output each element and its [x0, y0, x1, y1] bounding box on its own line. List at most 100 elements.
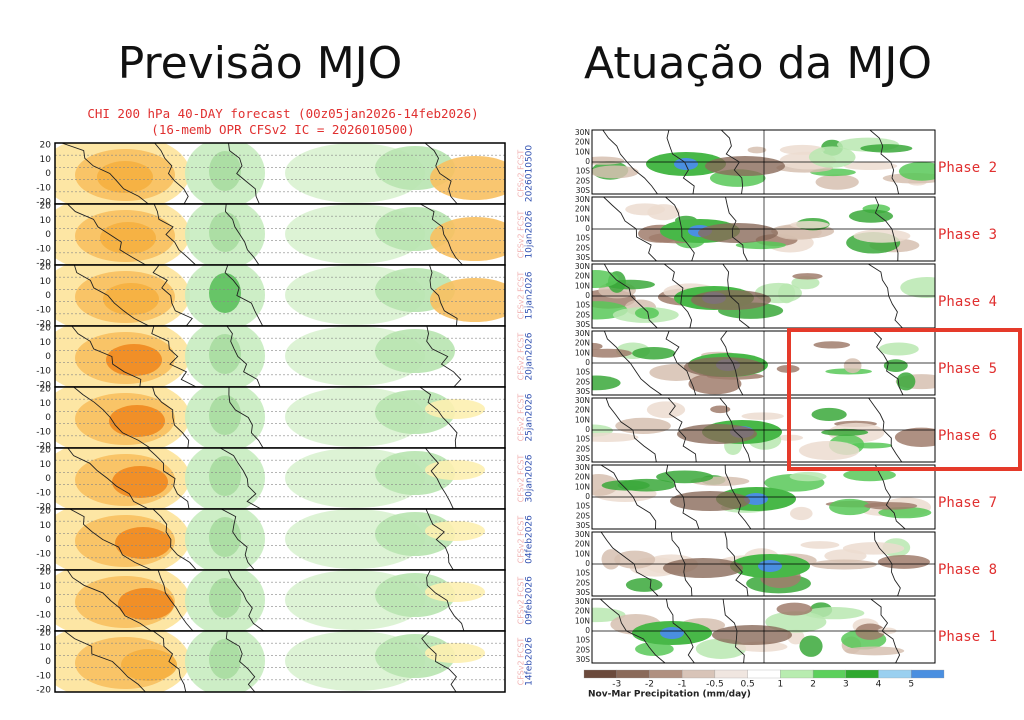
anomaly-blob	[808, 146, 856, 168]
y-tick-label: 20	[40, 263, 52, 273]
coastline	[600, 532, 659, 596]
anomaly-blob	[209, 334, 241, 374]
coastline	[224, 265, 264, 326]
colorbar-segment	[583, 669, 617, 679]
anomaly-blob	[747, 146, 767, 154]
coastline	[868, 264, 903, 328]
phase-label: Phase 4	[938, 294, 997, 310]
forecast-strip	[55, 143, 505, 204]
coastline	[152, 631, 187, 692]
date-label: 10jan2026	[525, 210, 535, 258]
colorbar-label: 2	[810, 680, 816, 690]
y-tick-label: -20	[36, 381, 51, 391]
right-title: Atuação da MJO	[584, 38, 932, 89]
coastline	[602, 130, 658, 194]
lat-label: 20N	[575, 540, 590, 549]
anomaly-blob	[209, 151, 241, 191]
colorbar-caption: Nov-Mar Precipitation (mm/day)	[588, 690, 751, 700]
coastline	[722, 599, 745, 663]
y-tick-label: 10	[40, 582, 52, 592]
colorbar-label: 4	[876, 680, 882, 690]
lat-label: 0	[585, 291, 590, 300]
lat-label: 10N	[575, 415, 590, 424]
anomaly-blob	[375, 451, 455, 495]
coastline	[426, 570, 465, 631]
date-label: 14feb2026	[525, 637, 535, 686]
y-tick-label: 20	[40, 141, 52, 151]
lat-label: 30N	[575, 530, 590, 539]
coastline	[665, 465, 700, 529]
y-tick-label: 20	[40, 507, 52, 517]
phase-label: Phase 8	[938, 562, 997, 578]
forecast-strip	[55, 570, 505, 631]
date-label: 25jan2026	[525, 393, 535, 441]
forecast-strip	[55, 631, 505, 692]
y-tick-label: -10	[36, 183, 51, 193]
coastline	[66, 570, 152, 631]
coastline	[600, 465, 657, 529]
anomaly-blob	[842, 542, 905, 555]
lat-label: 30N	[575, 329, 590, 338]
anomaly-blob	[601, 549, 621, 570]
coastline	[226, 326, 261, 387]
highlight-box	[787, 328, 1022, 471]
y-tick-label: -20	[36, 503, 51, 513]
side-label: CFSv2 FCST	[517, 272, 526, 320]
y-tick-label: -10	[36, 366, 51, 376]
observed-strip	[592, 197, 935, 261]
anomaly-blob	[789, 471, 827, 482]
date-label: 20jan2026	[525, 332, 535, 380]
anomaly-blob	[209, 456, 241, 496]
coastline	[666, 130, 695, 194]
coastline	[227, 570, 264, 631]
y-tick-label: 0	[45, 657, 51, 667]
date-label: 04feb2026	[525, 515, 535, 564]
anomaly-blob	[860, 144, 913, 153]
anomaly-blob	[375, 512, 455, 556]
date-label: 15jan2026	[525, 271, 535, 319]
anomaly-blob	[625, 577, 663, 592]
anomaly-blob	[735, 241, 786, 250]
forecast-header: (16-memb OPR CFSv2 IC = 2026010500)	[151, 122, 414, 137]
coastline	[665, 197, 695, 261]
coastline	[420, 204, 463, 265]
anomaly-blob	[670, 491, 750, 511]
date-label: 30jan2026	[525, 454, 535, 502]
lat-label: 20S	[576, 377, 591, 386]
anomaly-blob	[375, 390, 455, 434]
anomaly-blob	[776, 602, 813, 616]
lat-label: 30S	[576, 454, 591, 463]
observed-strip	[592, 398, 935, 462]
anomaly-blob	[209, 395, 241, 435]
anomaly-blob	[684, 357, 764, 377]
phase-label: Phase 1	[938, 629, 997, 645]
anomaly-blob	[705, 156, 785, 176]
anomaly-blob	[855, 623, 885, 640]
y-tick-label: 20	[40, 629, 52, 639]
coastline	[724, 532, 749, 596]
strip-frame	[54, 630, 506, 693]
colorbar-segment	[714, 669, 748, 679]
anomaly-blob	[375, 573, 455, 617]
y-tick-label: 10	[40, 399, 52, 409]
anomaly-blob	[677, 424, 757, 444]
coastline	[603, 197, 657, 261]
lat-label: 20N	[575, 272, 590, 281]
anomaly-blob	[710, 405, 731, 414]
anomaly-blob	[646, 401, 686, 419]
coastline	[221, 509, 255, 570]
anomaly-blob	[592, 375, 621, 391]
anomaly-blob	[853, 229, 911, 243]
anomaly-blob	[798, 441, 860, 461]
lat-label: 30S	[576, 588, 591, 597]
lat-label: 0	[585, 157, 590, 166]
y-tick-label: 10	[40, 643, 52, 653]
anomaly-blob	[900, 277, 935, 299]
anomaly-blob	[758, 560, 782, 572]
anomaly-blob	[843, 162, 898, 171]
coastline	[725, 197, 748, 261]
coastline	[603, 331, 663, 395]
anomaly-blob	[878, 342, 919, 356]
